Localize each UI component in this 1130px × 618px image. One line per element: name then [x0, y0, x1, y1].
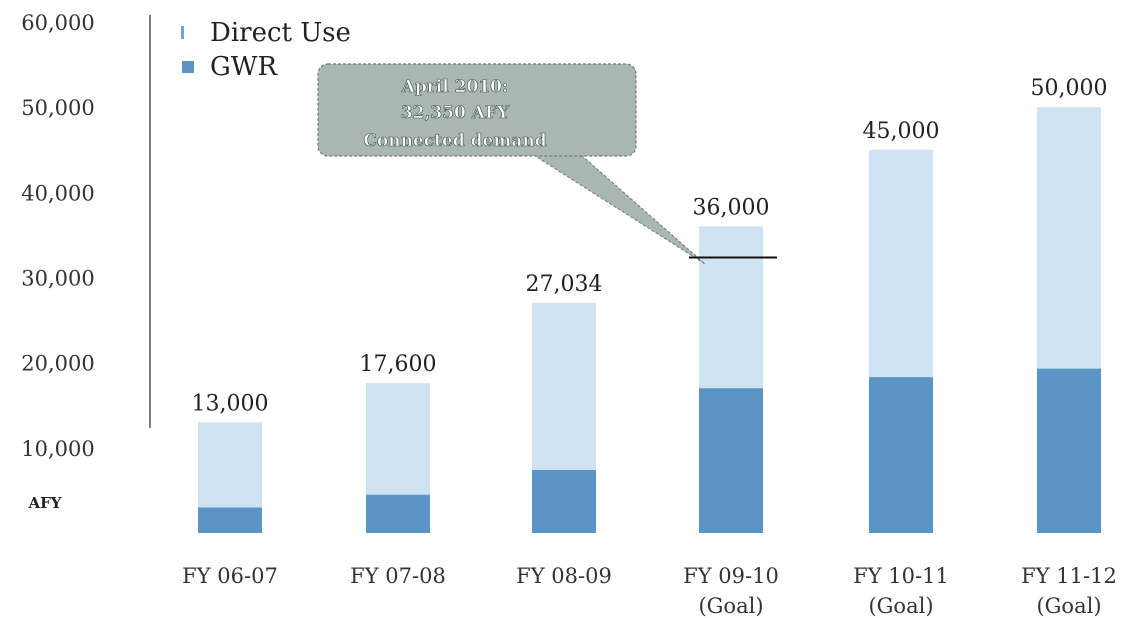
total-label: 17,600 — [360, 352, 437, 377]
callout-line-2: 32,350 AFY — [401, 103, 510, 123]
total-label: 36,000 — [693, 195, 770, 220]
category-labels: FY 06-07 FY 07-08 FY 08-09 FY 09-10 (Goal) FY… — [182, 564, 1117, 618]
y-tick-labels: 60,000 50,000 40,000 30,000 20,000 10,000 — [21, 11, 94, 461]
bars — [198, 107, 1101, 533]
x-tick-label: (Goal) — [868, 594, 933, 618]
bar-direct-use — [532, 302, 596, 470]
x-tick-label: FY 07-08 — [350, 564, 446, 588]
bar-direct-use — [366, 383, 430, 495]
x-tick-label: (Goal) — [698, 594, 763, 618]
bar-gwr — [198, 507, 262, 533]
y-axis-label: AFY — [28, 494, 62, 512]
x-tick-label: (Goal) — [1036, 594, 1101, 618]
callout-line-1: April 2010: — [401, 77, 508, 97]
bar-direct-use — [1037, 107, 1101, 369]
bar-gwr — [532, 469, 596, 533]
annotation-callout: April 2010: 32,350 AFY Connected demand — [317, 63, 777, 265]
y-axis: AFY — [28, 15, 151, 512]
y-tick-label: 10,000 — [21, 437, 94, 461]
bar-gwr — [366, 494, 430, 533]
x-tick-label: FY 06-07 — [182, 564, 278, 588]
y-tick-label: 40,000 — [21, 181, 94, 205]
x-tick-label: FY 11-12 — [1021, 564, 1117, 588]
total-label: 13,000 — [192, 391, 269, 416]
total-label: 27,034 — [526, 272, 603, 297]
y-tick-label: 60,000 — [21, 11, 94, 35]
legend-label-gwr: GWR — [210, 52, 278, 82]
legend-swatch-gwr — [182, 61, 194, 73]
bar-direct-use — [699, 226, 763, 389]
y-tick-label: 50,000 — [21, 96, 94, 120]
x-tick-label: FY 10-11 — [853, 564, 949, 588]
x-tick-label: FY 09-10 — [683, 564, 779, 588]
x-tick-label: FY 08-09 — [516, 564, 612, 588]
y-tick-label: 30,000 — [21, 267, 94, 291]
callout-box — [317, 63, 637, 157]
legend: Direct Use GWR — [181, 18, 351, 82]
total-labels: 13,000 17,600 27,034 36,000 45,000 50,000 — [192, 76, 1108, 416]
bar-gwr — [699, 388, 763, 533]
bar-gwr — [869, 377, 933, 533]
y-tick-label: 20,000 — [21, 352, 94, 376]
total-label: 45,000 — [863, 119, 940, 144]
legend-label-direct-use: Direct Use — [210, 18, 351, 48]
total-label: 50,000 — [1031, 76, 1108, 101]
callout-pointer — [530, 153, 706, 265]
callout-line-3: Connected demand — [363, 131, 546, 151]
legend-swatch-direct-use — [181, 26, 184, 39]
bar-gwr — [1037, 368, 1101, 533]
bar-direct-use — [869, 149, 933, 378]
bar-direct-use — [198, 422, 262, 508]
